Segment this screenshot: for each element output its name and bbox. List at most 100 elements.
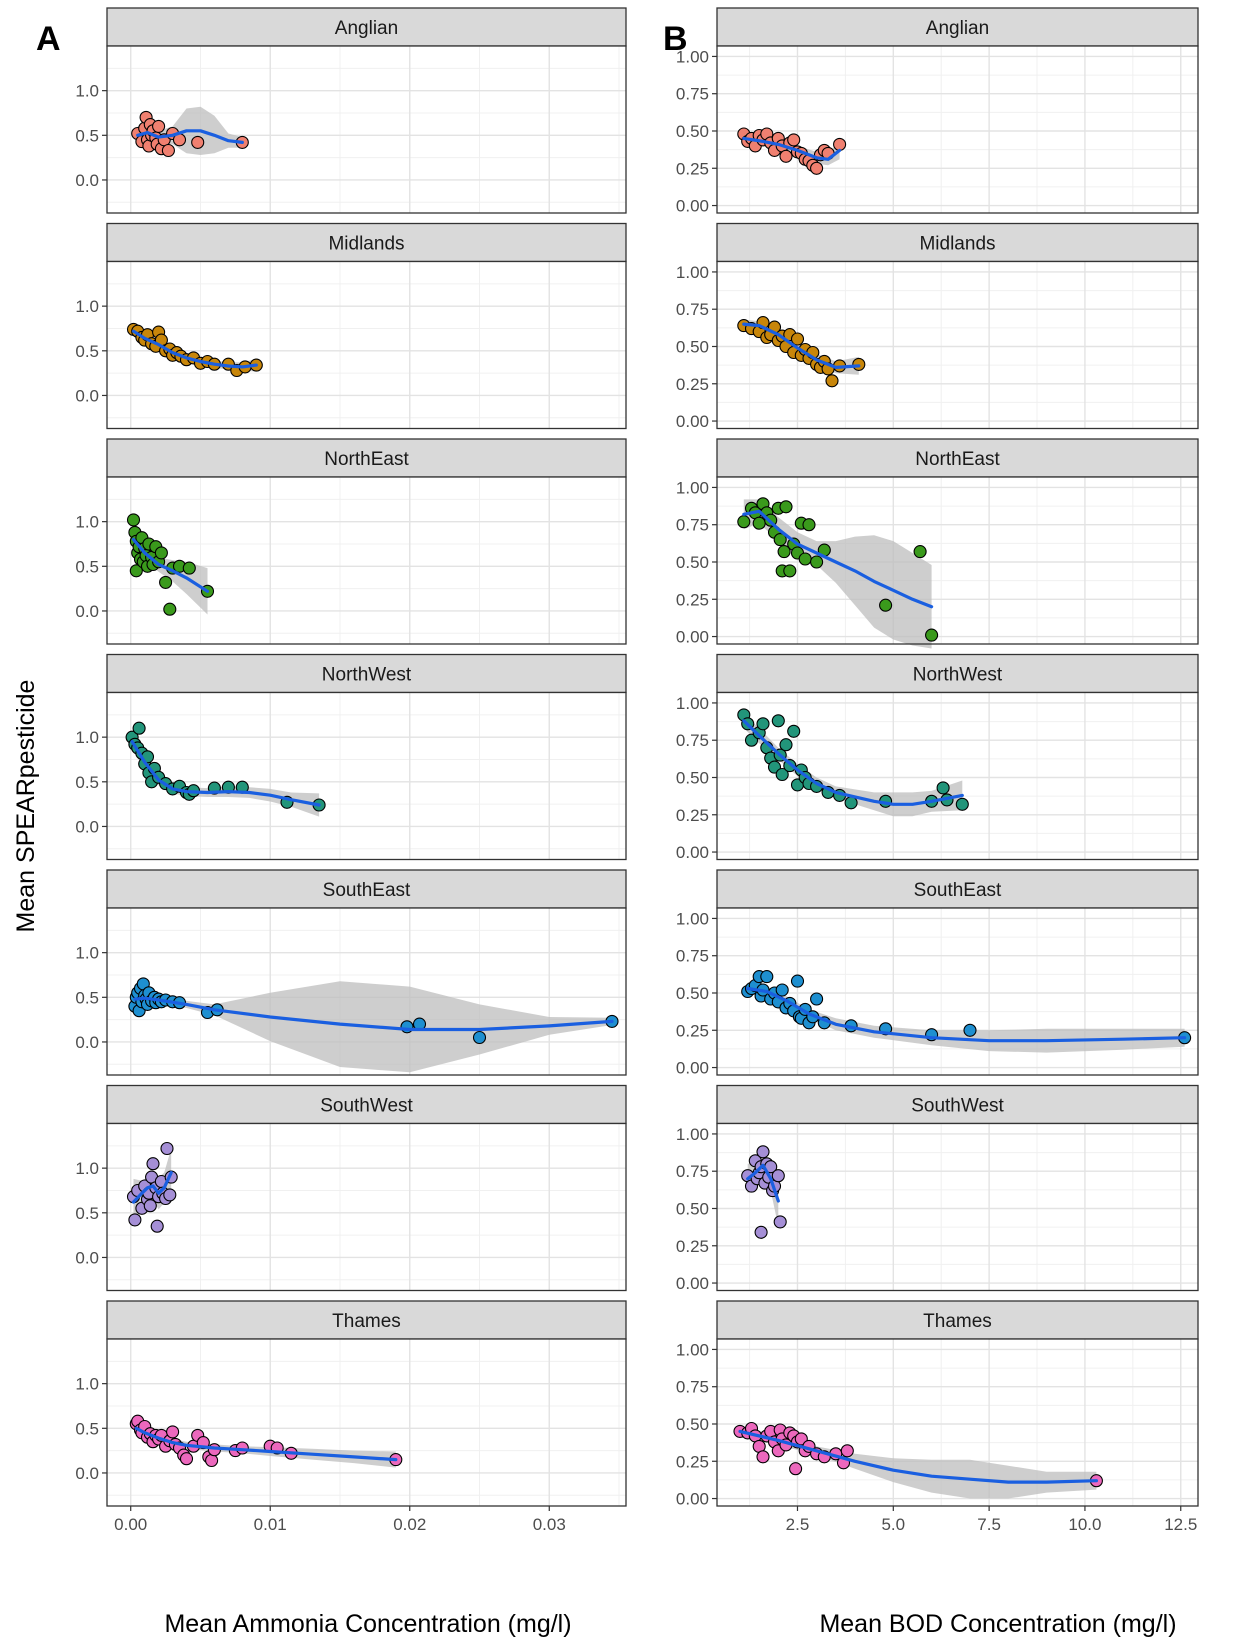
panel-b-midlands-tick-label-y: 0.25 xyxy=(676,375,709,394)
panel-b-southwest-tick-label-y: 0.00 xyxy=(676,1274,709,1293)
panel-a-northeast-plot-background xyxy=(107,477,626,644)
panel-b-thames-tick-label-x: 7.5 xyxy=(977,1515,1001,1534)
panel-a-anglian-panel-border xyxy=(106,45,627,214)
panel-b-northwest-data-point xyxy=(936,781,950,795)
panel-a-midlands-tick-label-y: 0.0 xyxy=(75,386,99,405)
panel-label-b: B xyxy=(663,20,688,58)
panel-a-thames-tick-label-x: 0.00 xyxy=(114,1515,147,1534)
panel-b-northwest-tick-label-y: 1.00 xyxy=(676,694,709,713)
panel-a-southeast-strip-label: SouthEast xyxy=(323,880,411,901)
panel-a-northeast-trend-line xyxy=(131,537,210,593)
panel-b-midlands-facet: Midlands 0.00 0.25 0.50 0.75 1.00 xyxy=(676,222,1199,431)
panel-a-northwest-plot-background xyxy=(107,692,626,860)
panel-a-northeast-data-point xyxy=(154,546,168,560)
panel-b-southwest-trend-line xyxy=(746,1163,780,1203)
panel-b-anglian-strip xyxy=(716,7,1199,47)
panel-a-anglian-facet: Anglian 0.0 0.5 1.0 xyxy=(75,7,627,214)
panel-a-southwest-data-point xyxy=(150,1219,164,1233)
panel-b-southeast-data-point xyxy=(790,974,805,988)
panel-a-midlands-panel-border xyxy=(106,260,627,430)
panel-b-southwest-strip-label: SouthWest xyxy=(911,1096,1004,1117)
panel-b-northwest-strip-label: NorthWest xyxy=(913,665,1003,686)
panel-b-anglian-tick-label-y: 0.00 xyxy=(676,197,709,216)
panel-b-southwest-data-point xyxy=(771,1169,785,1183)
panel-b-thames-data-point xyxy=(789,1462,803,1476)
panel-b-northeast-trend-line xyxy=(742,509,934,609)
panel-b-northeast-data-point xyxy=(779,500,793,514)
panel-b-southeast-strip-label: SouthEast xyxy=(914,880,1002,901)
panel-b-southeast-data-point xyxy=(963,1023,977,1037)
panel-a-southeast-panel-border xyxy=(106,907,627,1076)
panel-b-thames-data-point xyxy=(840,1444,854,1458)
panel-b-northwest-tick-label-y: 0.25 xyxy=(676,806,709,825)
panel-a-southwest-data-point xyxy=(143,1199,157,1213)
panel-b-thames-tick-label-x: 2.5 xyxy=(786,1515,810,1534)
panel-a-northeast-strip xyxy=(106,438,627,478)
panel-b-northwest-tick-label-y: 0.50 xyxy=(676,768,709,787)
panel-a-northwest-tick-label-y: 0.5 xyxy=(75,773,99,792)
panel-b-northwest-plot-background xyxy=(717,692,1198,860)
panel-b-northeast-data-point xyxy=(752,516,766,530)
panel-a-northwest-panel-border xyxy=(106,691,627,861)
panel-b-southwest-tick-label-y: 0.75 xyxy=(676,1162,709,1181)
panel-b-northwest-data-point xyxy=(955,797,969,811)
panel-b-northeast-data-point xyxy=(810,555,824,569)
panel-b-northwest-tick-label-y: 0.00 xyxy=(676,843,709,862)
panel-a-southwest-panel-border xyxy=(106,1122,627,1292)
panel-b-northwest-facet: NorthWest 0.00 0.25 0.50 0.75 1.00 xyxy=(676,653,1199,862)
panel-b-southwest-data-point xyxy=(754,1225,768,1239)
panel-a-northwest-tick-label-y: 1.0 xyxy=(75,728,99,747)
panel-b-southeast-data-point xyxy=(775,983,789,997)
panel-b-southwest-tick-label-y: 0.50 xyxy=(676,1199,709,1218)
panel-a-southwest-plot-background xyxy=(107,1123,626,1291)
panel-a-thames-data-point xyxy=(205,1453,219,1468)
panel-a-northwest-trend-line xyxy=(130,739,321,807)
panel-b-anglian-data-point xyxy=(810,161,824,175)
panel-b-northeast-data-point xyxy=(913,545,927,559)
panel-a-thames-tick-label-x: 0.01 xyxy=(254,1515,287,1534)
panel-a-anglian-data-point xyxy=(161,143,175,158)
panel-b-thames-tick-label-y: 1.00 xyxy=(676,1340,709,1359)
panel-a-thames-data-point xyxy=(179,1452,194,1466)
panel-a-northeast-strip-label: NorthEast xyxy=(324,449,409,470)
panel-b-southwest-data-point xyxy=(773,1215,787,1229)
panel-b-northeast-data-point xyxy=(783,564,797,578)
panel-b-northeast-data-point xyxy=(879,598,893,612)
panel-b-northeast-strip-label: NorthEast xyxy=(915,449,1000,470)
panel-b-thames-facet: Thames 0.00 0.25 0.50 0.75 1.00 2.5 5.0 7.5 10.0 1… xyxy=(676,1300,1199,1534)
panel-b-southwest-strip xyxy=(716,1084,1199,1125)
panel-a-midlands-trend-line xyxy=(131,329,258,369)
panel-b-northeast-data-point xyxy=(925,628,939,642)
panel-b-southwest-panel-border xyxy=(716,1122,1199,1292)
panel-b-anglian-data-point xyxy=(787,133,801,147)
panel-a-southeast-data-point xyxy=(472,1030,487,1045)
panel-b-thames-tick-label-x: 12.5 xyxy=(1164,1515,1197,1534)
panel-a-southwest-data-point xyxy=(160,1141,174,1156)
panel-b-thames-data-point xyxy=(756,1450,770,1464)
panel-a-thames-tick-label-y: 1.0 xyxy=(75,1375,99,1394)
panel-b-northwest-strip xyxy=(716,653,1199,694)
panel-a-southwest-data-point xyxy=(146,1157,160,1171)
panel-b-thames-tick-label-x: 10.0 xyxy=(1068,1515,1101,1534)
panel-a-southwest-strip-label: SouthWest xyxy=(320,1096,413,1117)
panel-a-southwest-data-point xyxy=(163,1188,177,1202)
panel-b-midlands-tick-label-y: 0.75 xyxy=(676,300,709,319)
panel-a-northwest-data-point xyxy=(132,721,146,735)
panel-b-southeast-tick-label-y: 0.25 xyxy=(676,1021,709,1040)
panel-a-anglian-strip-label: Anglian xyxy=(335,18,398,39)
panel-a-thames-data-point xyxy=(166,1425,180,1439)
panel-b-midlands-tick-label-y: 0.00 xyxy=(676,412,709,431)
panel-b-northeast-data-point xyxy=(737,515,751,529)
panel-a-northeast-data-point xyxy=(126,513,141,527)
panel-b-thames-tick-label-y: 0.25 xyxy=(676,1452,709,1471)
panel-b-anglian-tick-label-y: 0.25 xyxy=(676,159,709,178)
panel-b-southeast-tick-label-y: 0.50 xyxy=(676,984,709,1003)
x-axis-title-bod: Mean BOD Concentration (mg/l) xyxy=(819,1610,1176,1638)
panel-a-northwest-strip xyxy=(106,653,627,694)
panel-a-southwest-tick-label-y: 0.0 xyxy=(75,1248,99,1267)
panel-a-midlands-strip-label: Midlands xyxy=(328,234,404,255)
panel-b-northeast-panel-border xyxy=(716,476,1199,645)
panel-b-anglian-tick-label-y: 1.00 xyxy=(676,47,709,66)
panel-a-midlands-facet: Midlands 0.0 0.5 1.0 xyxy=(75,222,627,430)
panel-a-northeast-data-point xyxy=(163,602,177,616)
